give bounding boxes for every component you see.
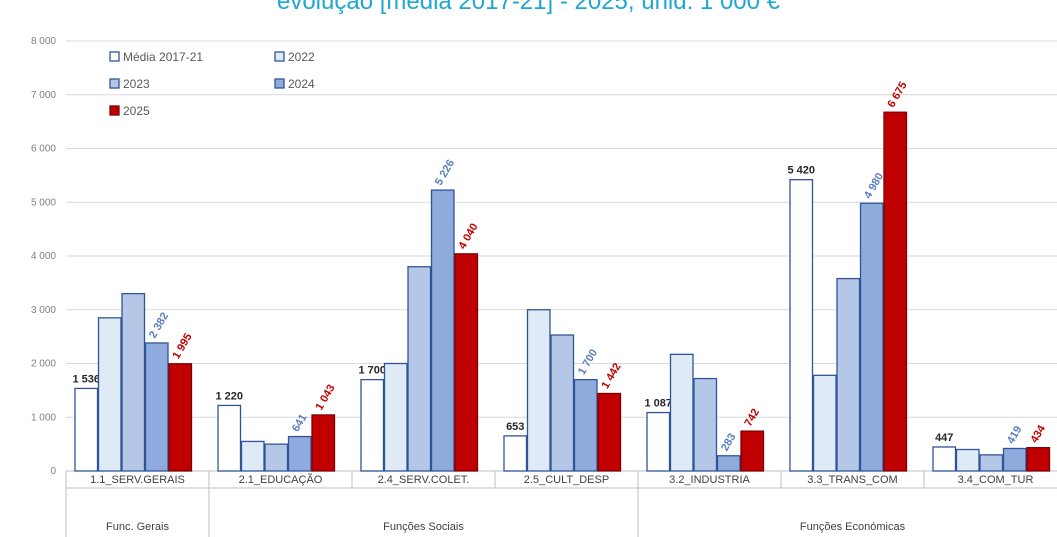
- y-tick-label: 5 000: [31, 197, 56, 208]
- data-label: 1 087: [644, 398, 672, 410]
- category-label: 2.1_EDUCAÇÃO: [239, 473, 323, 486]
- legend-label: 2025: [123, 104, 150, 118]
- y-tick-label: 4 000: [31, 251, 56, 262]
- group-label: Funções Económicas: [800, 521, 906, 533]
- bar: [383, 362, 408, 472]
- bar: [526, 309, 551, 472]
- bar: [932, 446, 957, 472]
- data-label: 5 226: [433, 158, 457, 188]
- category-label: 3.4_COM_TUR: [958, 474, 1034, 486]
- legend-swatch: [109, 78, 120, 89]
- bar: [573, 378, 598, 472]
- bar: [789, 179, 814, 472]
- bar: [168, 363, 193, 472]
- data-label: 419: [1005, 424, 1025, 446]
- legend-swatch: [274, 78, 285, 89]
- bar: [311, 414, 336, 472]
- data-label: 641: [290, 412, 310, 434]
- bar: [503, 435, 528, 472]
- bar: [121, 292, 146, 472]
- category-label: 3.3_TRANS_COM: [807, 474, 897, 486]
- y-tick-label: 2 000: [31, 359, 56, 370]
- legend-label: 2023: [123, 77, 150, 91]
- chart-title: evolução [média 2017-21] - 2025, unid: 1…: [276, 0, 781, 15]
- bar: [693, 377, 718, 472]
- data-label: 2 382: [147, 311, 171, 341]
- bar: [97, 317, 122, 472]
- group-label: Funções Sociais: [383, 521, 464, 533]
- bar: [144, 342, 169, 472]
- legend-swatch: [274, 51, 285, 62]
- y-tick-label: 3 000: [31, 305, 56, 316]
- bar: [1002, 447, 1027, 472]
- data-label: 434: [1028, 423, 1048, 446]
- data-label: 283: [719, 431, 739, 453]
- legend-label: 2022: [288, 50, 315, 64]
- bar: [979, 454, 1004, 472]
- bar: [955, 448, 980, 472]
- data-label: 1 043: [313, 383, 337, 413]
- bar: [740, 430, 765, 472]
- data-label: 4 040: [456, 222, 480, 252]
- bar: [454, 253, 479, 472]
- bar: [1026, 447, 1051, 472]
- category-label: 3.2_INDUSTRIA: [669, 474, 750, 486]
- bar: [836, 277, 861, 472]
- bar: [812, 374, 837, 472]
- legend-swatch: [109, 51, 120, 62]
- data-label: 1 700: [576, 347, 600, 377]
- category-label: 2.5_CULT_DESP: [524, 474, 609, 486]
- y-tick-label: 7 000: [31, 90, 56, 101]
- bar: [883, 111, 908, 472]
- bar: [287, 435, 312, 472]
- data-label: 742: [742, 407, 762, 429]
- bar: [264, 443, 289, 472]
- data-label: 1 700: [358, 365, 386, 377]
- data-label: 447: [935, 432, 953, 444]
- bar: [74, 387, 99, 472]
- legend-swatch: [109, 105, 120, 116]
- legend-label: 2024: [288, 77, 315, 91]
- y-tick-label: 6 000: [31, 144, 56, 155]
- data-label: 1 442: [599, 361, 623, 391]
- bar: [646, 411, 671, 472]
- data-label: 653: [506, 421, 524, 433]
- category-label: 1.1_SERV.GERAIS: [90, 474, 185, 486]
- bar: [859, 202, 884, 472]
- legend-label: Média 2017-21: [123, 50, 203, 64]
- y-tick-label: 8 000: [31, 36, 56, 47]
- data-label: 5 420: [787, 165, 815, 177]
- y-tick-label: 1 000: [31, 412, 56, 423]
- bar: [597, 392, 622, 472]
- group-label: Func. Gerais: [106, 521, 169, 533]
- data-label: 4 980: [862, 171, 886, 201]
- category-label: 2.4_SERV.COLET.: [378, 474, 470, 486]
- bar: [217, 404, 242, 472]
- data-label: 1 536: [72, 373, 100, 385]
- bar: [550, 334, 575, 472]
- data-label: 1 995: [170, 331, 194, 361]
- bar: [407, 266, 432, 472]
- bar: [669, 353, 694, 472]
- data-label: 1 220: [215, 390, 243, 402]
- bar: [716, 455, 741, 472]
- bar: [360, 378, 385, 472]
- bar: [430, 189, 455, 472]
- y-tick-label: 0: [50, 466, 56, 477]
- bar: [240, 440, 265, 472]
